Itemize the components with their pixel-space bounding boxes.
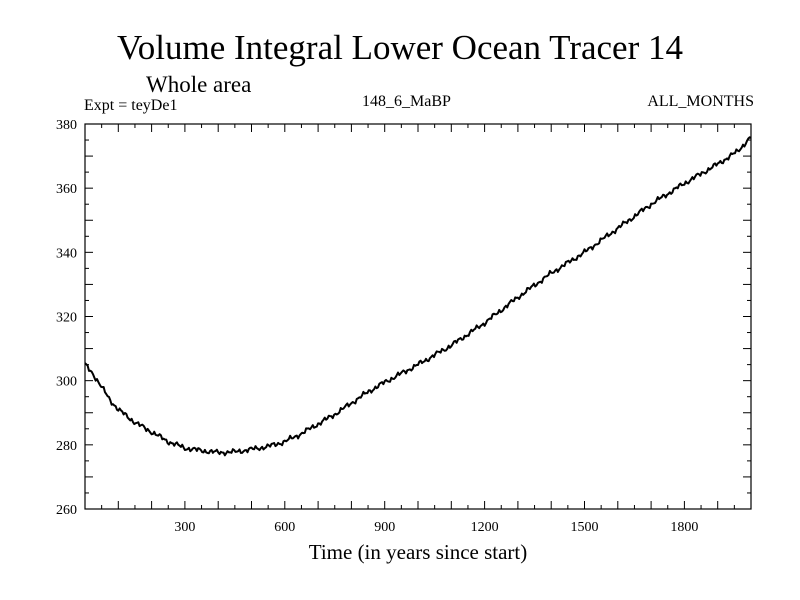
experiment-label: Expt = teyDe1 [84, 97, 178, 114]
x-tick-label: 600 [274, 520, 295, 535]
x-tick-label: 300 [174, 520, 195, 535]
run-label: 148_6_MaBP [362, 93, 451, 110]
y-tick-label: 260 [56, 503, 77, 518]
axis-ticks [85, 124, 751, 509]
x-axis-label: Time (in years since start) [308, 540, 528, 564]
tick-labels: 300 600 900 1200 1500 1800 260 280 300 320 340 360 3… [56, 118, 698, 535]
y-tick-label: 380 [56, 118, 77, 133]
plot-frame [84, 123, 752, 510]
y-tick-label: 280 [56, 439, 77, 454]
y-tick-label: 360 [56, 182, 77, 197]
chart-subtitle: Whole area [146, 72, 252, 97]
x-tick-label: 1800 [670, 520, 698, 535]
chart-title: Volume Integral Lower Ocean Tracer 14 [117, 28, 683, 67]
period-label: ALL_MONTHS [647, 93, 754, 110]
series-line-tracer-14 [84, 136, 752, 457]
y-tick-label: 340 [56, 246, 77, 261]
y-tick-label: 320 [56, 311, 77, 326]
y-tick-label: 300 [56, 375, 77, 390]
x-tick-label: 1500 [571, 520, 599, 535]
x-tick-label: 1200 [471, 520, 499, 535]
x-tick-label: 900 [374, 520, 395, 535]
